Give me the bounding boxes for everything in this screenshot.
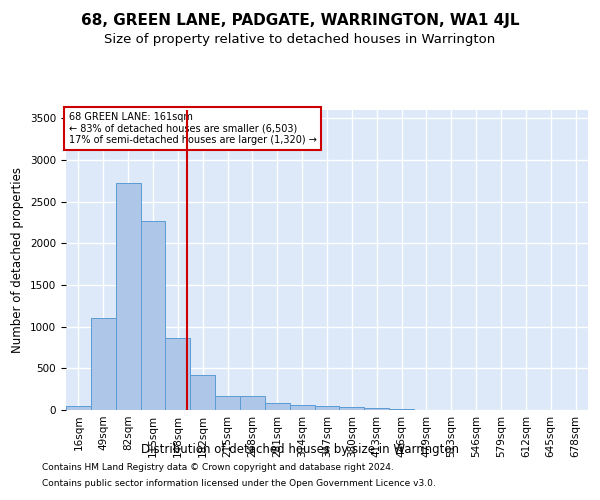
Bar [140, 221, 166, 410]
Text: Contains HM Land Registry data © Crown copyright and database right 2024.: Contains HM Land Registry data © Crown c… [42, 464, 394, 472]
Text: 68 GREEN LANE: 161sqm
← 83% of detached houses are smaller (6,503)
17% of semi-d: 68 GREEN LANE: 161sqm ← 83% of detached … [68, 112, 316, 144]
Bar [340, 407, 364, 410]
Bar [364, 408, 389, 410]
Text: Size of property relative to detached houses in Warrington: Size of property relative to detached ho… [104, 32, 496, 46]
Bar [290, 404, 314, 410]
Bar [190, 375, 215, 410]
Y-axis label: Number of detached properties: Number of detached properties [11, 167, 25, 353]
Text: Contains public sector information licensed under the Open Government Licence v3: Contains public sector information licen… [42, 478, 436, 488]
Bar [215, 396, 240, 410]
Bar [166, 338, 190, 410]
Bar [240, 396, 265, 410]
Text: 68, GREEN LANE, PADGATE, WARRINGTON, WA1 4JL: 68, GREEN LANE, PADGATE, WARRINGTON, WA1… [81, 12, 519, 28]
Bar [66, 406, 91, 410]
Bar [116, 184, 140, 410]
Bar [314, 406, 340, 410]
Bar [265, 402, 290, 410]
Bar [91, 318, 116, 410]
Text: Distribution of detached houses by size in Warrington: Distribution of detached houses by size … [141, 442, 459, 456]
Bar [389, 409, 414, 410]
